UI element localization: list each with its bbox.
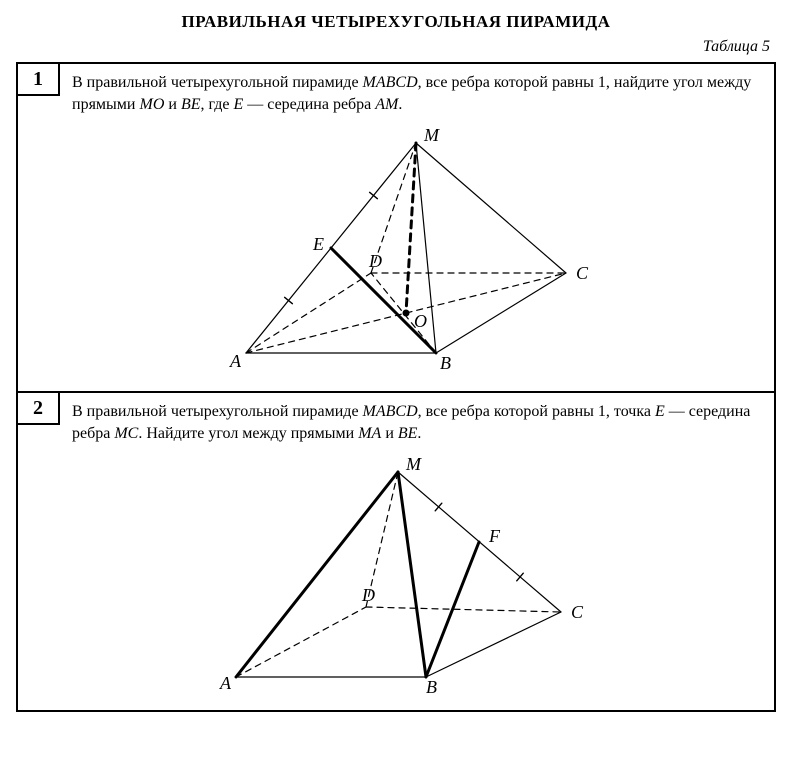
svg-text:O: O [414, 311, 427, 331]
svg-text:M: M [405, 454, 422, 474]
svg-text:D: D [361, 585, 375, 605]
text: . Найдите угол между прямыми [138, 425, 358, 442]
math: BE [181, 96, 201, 113]
problem-1: 1 В правильной четырехугольной пирамиде … [18, 64, 774, 393]
math: BE [398, 425, 418, 442]
text: В правильной четырехугольной пирамиде [72, 403, 363, 420]
math: AM [375, 96, 398, 113]
text: В правильной четырехугольной пирамиде [72, 74, 363, 91]
svg-text:A: A [219, 673, 232, 693]
problem-text: В правильной четырехугольной пирамиде MA… [18, 64, 774, 119]
math: E [655, 403, 665, 420]
svg-text:F: F [488, 526, 501, 546]
math: MA [358, 425, 381, 442]
pyramid-diagram-1: A B C D M O E [166, 123, 626, 383]
svg-text:C: C [571, 602, 584, 622]
svg-text:B: B [426, 677, 437, 697]
diagram-2: A B C D M F [18, 448, 774, 710]
problem-text: В правильной четырехугольной пирамиде MA… [18, 393, 774, 448]
pyramid-diagram-2: A B C D M F [166, 452, 626, 702]
page-title: ПРАВИЛЬНАЯ ЧЕТЫРЕХУГОЛЬНАЯ ПИРАМИДА [16, 12, 776, 32]
text: и [381, 425, 398, 442]
problem-2: 2 В правильной четырехугольной пирамиде … [18, 393, 774, 710]
svg-text:M: M [423, 125, 440, 145]
problem-number: 2 [16, 391, 60, 425]
svg-text:B: B [440, 353, 451, 373]
text: — середина ребра [243, 96, 375, 113]
math: MABCD [363, 74, 418, 91]
svg-text:A: A [229, 351, 242, 371]
problems-table: 1 В правильной четырехугольной пирамиде … [16, 62, 776, 712]
math: MABCD [363, 403, 418, 420]
math: E [234, 96, 244, 113]
text: , где [200, 96, 233, 113]
text: и [164, 96, 181, 113]
text: . [417, 425, 421, 442]
svg-text:C: C [576, 263, 589, 283]
math: MO [139, 96, 164, 113]
svg-text:E: E [312, 234, 324, 254]
svg-text:D: D [368, 251, 382, 271]
text: , все ребра которой равны 1, точка [418, 403, 655, 420]
math: MC [114, 425, 138, 442]
text: . [398, 96, 402, 113]
table-caption: Таблица 5 [16, 38, 770, 56]
diagram-1: A B C D M O E [18, 119, 774, 391]
problem-number: 1 [16, 62, 60, 96]
